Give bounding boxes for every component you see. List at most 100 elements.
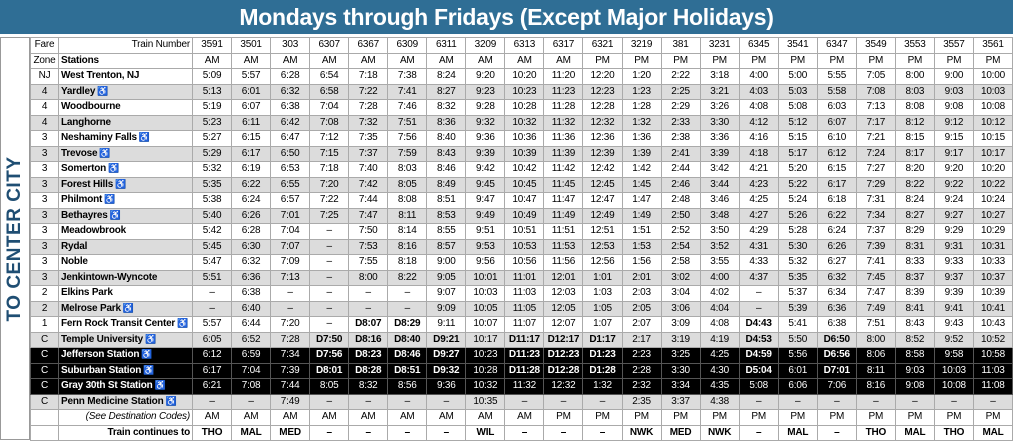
time: 8:51 bbox=[426, 192, 467, 209]
time: – bbox=[309, 285, 350, 302]
time: – bbox=[738, 285, 779, 302]
table-row: 1 Fern Rock Transit Center ♿ 5:57 6:44 7:20– D… bbox=[30, 316, 1013, 333]
time: 7:01 bbox=[270, 207, 311, 224]
time: 4:08 bbox=[699, 316, 740, 333]
period: AM bbox=[504, 52, 545, 69]
train-number: 381 bbox=[660, 37, 701, 54]
station-name: Bethayres ♿ bbox=[58, 207, 193, 224]
time: D5:04 bbox=[738, 362, 779, 379]
station-label: Jefferson Station bbox=[61, 349, 140, 361]
time: 6:42 bbox=[270, 114, 311, 131]
time: 7:17 bbox=[855, 114, 896, 131]
station-label: Rydal bbox=[61, 240, 88, 252]
period: PM bbox=[933, 409, 974, 426]
time: 7:21 bbox=[855, 130, 896, 147]
destination-code: MAL bbox=[972, 424, 1013, 441]
time: 8:36 bbox=[426, 114, 467, 131]
time: 12:32 bbox=[543, 378, 584, 395]
station-label: Yardley bbox=[61, 85, 96, 97]
time: 11:32 bbox=[504, 378, 545, 395]
time: 11:23 bbox=[543, 83, 584, 100]
fare-zone: 4 bbox=[30, 83, 59, 100]
time: 2:46 bbox=[660, 176, 701, 193]
table-row: 3 Philmont ♿ 5:38 6:24 6:57 7:22 7:44 8:08 8:51 9:… bbox=[30, 192, 1013, 209]
time: 7:24 bbox=[855, 145, 896, 162]
time: 10:20 bbox=[972, 161, 1013, 178]
time: 6:17 bbox=[191, 362, 233, 379]
period: AM bbox=[270, 409, 311, 426]
time: D8:40 bbox=[387, 331, 428, 348]
continues-label: Train continues to bbox=[58, 424, 193, 441]
time: 7:18 bbox=[348, 68, 389, 85]
time: 11:45 bbox=[543, 176, 584, 193]
station-label: Gray 30th St Station bbox=[61, 380, 153, 392]
time: 8:53 bbox=[426, 207, 467, 224]
time: 9:00 bbox=[933, 68, 974, 85]
time: 10:32 bbox=[504, 114, 545, 131]
time: 7:08 bbox=[309, 114, 350, 131]
time: 11:47 bbox=[543, 192, 584, 209]
time: – bbox=[309, 393, 350, 410]
period: AM bbox=[426, 409, 467, 426]
time: D8:23 bbox=[348, 347, 389, 364]
time: 10:33 bbox=[972, 254, 1013, 271]
time: – bbox=[191, 285, 233, 302]
train-number: 6313 bbox=[504, 37, 545, 54]
time: 8:27 bbox=[426, 83, 467, 100]
time: 9:03 bbox=[894, 362, 935, 379]
table-row: C Jefferson Station ♿ 6:12 6:59 7:34 D7:56 D8:2… bbox=[30, 347, 1013, 364]
time: 7:42 bbox=[348, 176, 389, 193]
time: 9:52 bbox=[933, 331, 974, 348]
time: 12:53 bbox=[582, 238, 623, 255]
station-label: Forest Hills bbox=[61, 178, 114, 190]
time: 3:44 bbox=[699, 176, 740, 193]
destination-code: NWK bbox=[699, 424, 740, 441]
time: 8:17 bbox=[894, 145, 935, 162]
time: 9:05 bbox=[426, 269, 467, 286]
time: 4:21 bbox=[738, 161, 779, 178]
time: 2:33 bbox=[660, 114, 701, 131]
time: – bbox=[894, 393, 935, 410]
time: 4:12 bbox=[738, 114, 779, 131]
time: 8:39 bbox=[894, 285, 935, 302]
time: 5:20 bbox=[777, 161, 818, 178]
time: 8:55 bbox=[426, 223, 467, 240]
time: 5:27 bbox=[191, 130, 233, 147]
stations-label: Stations bbox=[58, 52, 193, 69]
table-row: Train continues to THO MAL MED – – – – WIL – – – NWK… bbox=[30, 424, 1013, 441]
time: 2:52 bbox=[660, 223, 701, 240]
time: 3:46 bbox=[699, 192, 740, 209]
time: 12:05 bbox=[543, 300, 584, 317]
time: 9:15 bbox=[933, 130, 974, 147]
time: 11:08 bbox=[972, 378, 1013, 395]
time: – bbox=[738, 393, 779, 410]
time: 11:36 bbox=[543, 130, 584, 147]
table-row: 3 Neshaminy Falls ♿ 5:27 6:15 6:47 7:12 7:35 7:5… bbox=[30, 130, 1013, 147]
table-row: Fare Train Number 3591 3501 303 6307 6367 6309 6… bbox=[30, 37, 1013, 54]
fare-zone: 4 bbox=[30, 114, 59, 131]
destination-code: – bbox=[543, 424, 584, 441]
time: 9:58 bbox=[933, 347, 974, 364]
time: 6:12 bbox=[191, 347, 233, 364]
time: 6:19 bbox=[231, 161, 272, 178]
time: 2:05 bbox=[621, 300, 662, 317]
table-row: 2 Melrose Park ♿ –6:40– – – –9:09 10:05 11:05 12:… bbox=[30, 300, 1013, 317]
time: 6:22 bbox=[816, 207, 857, 224]
time: 8:16 bbox=[387, 238, 428, 255]
time: 7:04 bbox=[270, 223, 311, 240]
time: 9:41 bbox=[933, 300, 974, 317]
time: 9:36 bbox=[426, 378, 467, 395]
time: 9:17 bbox=[933, 145, 974, 162]
accessible-icon: ♿ bbox=[145, 333, 157, 344]
destination-code: – bbox=[816, 424, 857, 441]
time: 10:03 bbox=[465, 285, 506, 302]
time: 10:03 bbox=[972, 83, 1013, 100]
time: 6:32 bbox=[231, 254, 272, 271]
time: – bbox=[582, 393, 623, 410]
time: 3:09 bbox=[660, 316, 701, 333]
time: 10:17 bbox=[465, 331, 506, 348]
time: 7:08 bbox=[231, 378, 272, 395]
time: 1:51 bbox=[621, 223, 662, 240]
time: 6:47 bbox=[270, 130, 311, 147]
time: 8:43 bbox=[426, 145, 467, 162]
